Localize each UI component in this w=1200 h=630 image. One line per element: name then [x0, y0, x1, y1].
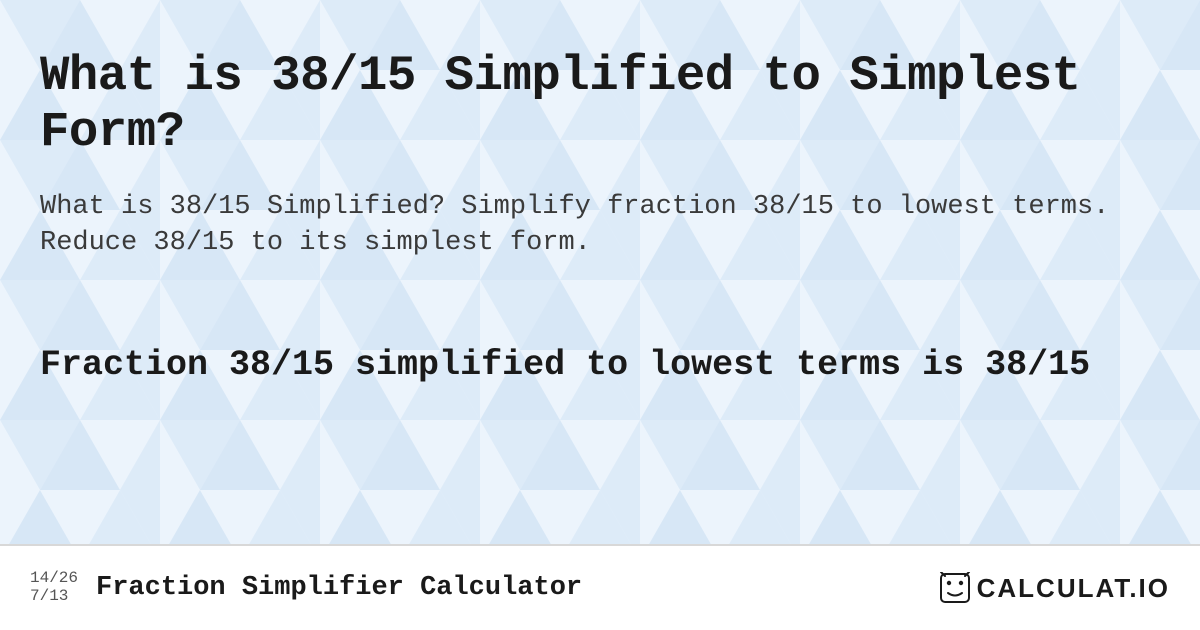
calculator-icon: [939, 572, 971, 604]
fraction-icon: 14/26 7/13: [30, 570, 78, 605]
footer: 14/26 7/13 Fraction Simplifier Calculato…: [0, 544, 1200, 630]
logo-text: CALCULAT.IO: [977, 573, 1170, 604]
footer-title: Fraction Simplifier Calculator: [96, 573, 582, 603]
result-text: Fraction 38/15 simplified to lowest term…: [40, 344, 1160, 388]
footer-left: 14/26 7/13 Fraction Simplifier Calculato…: [30, 570, 582, 605]
brand-logo: CALCULAT.IO: [939, 572, 1170, 604]
fraction-icon-bottom: 7/13: [30, 588, 78, 606]
fraction-icon-top: 14/26: [30, 570, 78, 588]
page-title: What is 38/15 Simplified to Simplest For…: [40, 48, 1160, 161]
page-description: What is 38/15 Simplified? Simplify fract…: [40, 189, 1160, 262]
content-area: What is 38/15 Simplified to Simplest For…: [0, 0, 1200, 544]
